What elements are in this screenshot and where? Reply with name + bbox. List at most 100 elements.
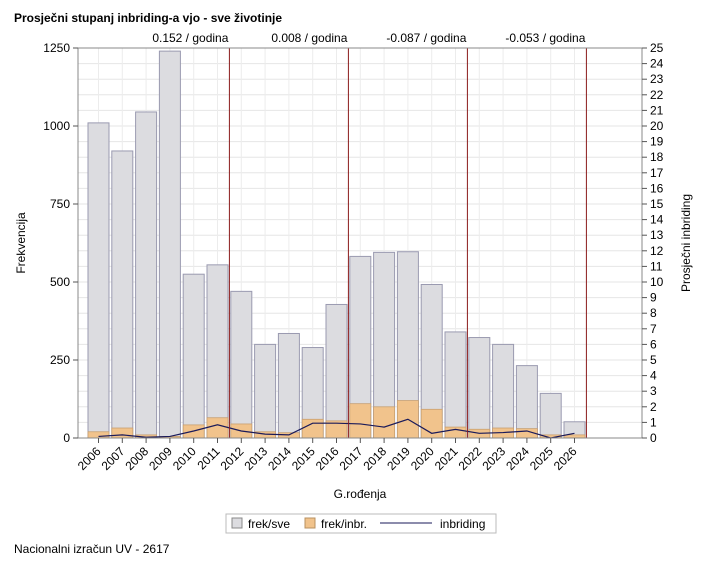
right-tick-label: 7 [650,322,657,336]
right-tick-label: 0 [650,431,657,445]
x-tick-label-2024: 2024 [503,444,532,473]
footer-note: Nacionalni izračun UV - 2617 [14,542,170,556]
left-tick-label: 1000 [43,119,70,133]
x-axis-title: G.rođenja [334,487,387,501]
right-tick-label: 22 [650,88,664,102]
legend-swatch-frek-sve [231,517,243,529]
x-tick-label-2022: 2022 [456,444,485,473]
right-tick-label: 6 [650,337,657,351]
x-tick-label-2020: 2020 [408,444,437,473]
bars-layer [87,50,586,439]
left-tick-label: 750 [50,197,70,211]
bar-frek-inbr-2017 [349,403,372,439]
bar-frek-inbr-2006 [87,431,110,439]
x-tick-label-2021: 2021 [432,444,461,473]
bar-frek-sve-2022 [468,337,491,439]
x-tick-label-2008: 2008 [122,444,151,473]
bar-frek-sve-2014 [277,332,300,439]
legend-label-inbriding: inbriding [440,517,485,531]
x-tick-label-2006: 2006 [75,444,104,473]
x-tick-label-2010: 2010 [170,444,199,473]
bar-frek-sve-2012 [230,290,253,439]
right-tick-label: 20 [650,119,664,133]
legend-label-frek-inbr: frek/inbr. [321,517,367,531]
bar-frek-sve-2024 [515,365,538,439]
x-tick-label-2025: 2025 [527,444,556,473]
legend-label-frek-sve: frek/sve [248,517,290,531]
left-axis-ticks: 0 250 500 750 1000 1250 [43,41,78,445]
x-tick-label-2009: 2009 [146,444,175,473]
right-tick-label: 12 [650,244,664,258]
bar-frek-sve-2009 [158,50,181,439]
trend-label-2011: 0.152 / godina [152,31,228,45]
left-tick-label: 1250 [43,41,70,55]
left-tick-label: 250 [50,353,70,367]
x-tick-label-2011: 2011 [194,444,222,472]
bar-frek-sve-2010 [182,273,205,439]
bar-frek-sve-2023 [492,343,515,439]
bar-frek-inbr-2021 [444,426,467,439]
right-tick-label: 21 [650,103,664,117]
bar-frek-sve-2007 [111,150,134,439]
right-axis-ticks: 0123456789101112131415161718192021222324… [642,41,664,445]
right-tick-label: 11 [650,259,663,273]
x-axis-ticks: 2006200720082009201020112012201320142015… [75,438,580,473]
right-tick-label: 19 [650,135,664,149]
legend-swatch-frek-inbr [304,517,316,529]
x-tick-label-2016: 2016 [313,444,342,473]
right-tick-label: 25 [650,41,664,55]
right-tick-label: 15 [650,197,664,211]
chart-title: Prosječni stupanj inbriding-a vjo - sve … [14,11,283,25]
y-axis-left-title: Frekvencija [14,212,28,274]
bar-frek-sve-2013 [254,343,277,439]
x-tick-label-2023: 2023 [479,444,508,473]
trend-label-2016: 0.008 / godina [271,31,347,45]
y-axis-right-title: Prosječni inbriding [679,194,693,292]
bar-frek-sve-2016 [325,303,348,439]
left-tick-label: 0 [63,431,70,445]
line-layer [98,418,575,439]
bar-frek-inbr-2018 [373,406,396,439]
x-tick-label-2014: 2014 [265,444,294,473]
right-tick-label: 23 [650,72,664,86]
trend-label-2021: -0.087 / godina [386,31,466,45]
right-tick-label: 3 [650,384,657,398]
line-inbriding [98,418,575,439]
x-tick-label-2013: 2013 [241,444,270,473]
right-tick-label: 13 [650,228,664,242]
x-tick-label-2007: 2007 [99,444,128,473]
right-tick-label: 9 [650,291,657,305]
bar-frek-inbr-2007 [111,427,134,439]
legend-frame [225,513,497,534]
bar-frek-sve-2025 [539,392,562,439]
right-tick-label: 2 [650,400,657,414]
x-tick-label-2017: 2017 [337,444,366,473]
left-tick-label: 500 [50,275,70,289]
right-tick-label: 16 [650,181,664,195]
x-tick-label-2026: 2026 [551,444,580,473]
right-tick-label: 8 [650,306,657,320]
right-tick-label: 14 [650,213,664,227]
right-tick-label: 24 [650,57,664,71]
trend-labels: 0.152 / godina 0.008 / godina -0.087 / god… [152,31,585,45]
legend: frek/sve frek/inbr. inbriding [225,513,497,534]
right-tick-label: 5 [650,353,657,367]
bar-frek-sve-2021 [444,331,467,439]
bar-frek-sve-2008 [135,111,158,439]
right-tick-label: 4 [650,369,657,383]
x-tick-label-2019: 2019 [384,444,413,473]
right-tick-label: 10 [650,275,664,289]
bar-frek-sve-2006 [87,122,110,439]
x-tick-label-2018: 2018 [360,444,389,473]
x-tick-label-2012: 2012 [218,444,247,473]
bar-frek-inbr-2011 [206,417,229,439]
right-tick-label: 18 [650,150,664,164]
x-tick-label-2015: 2015 [289,444,318,473]
right-tick-label: 17 [650,166,664,180]
bar-frek-sve-2011 [206,264,229,439]
right-tick-label: 1 [650,415,657,429]
trend-label-2026: -0.053 / godina [505,31,585,45]
bar-frek-inbr-2015 [301,418,324,439]
trend-lines-layer [228,48,587,438]
